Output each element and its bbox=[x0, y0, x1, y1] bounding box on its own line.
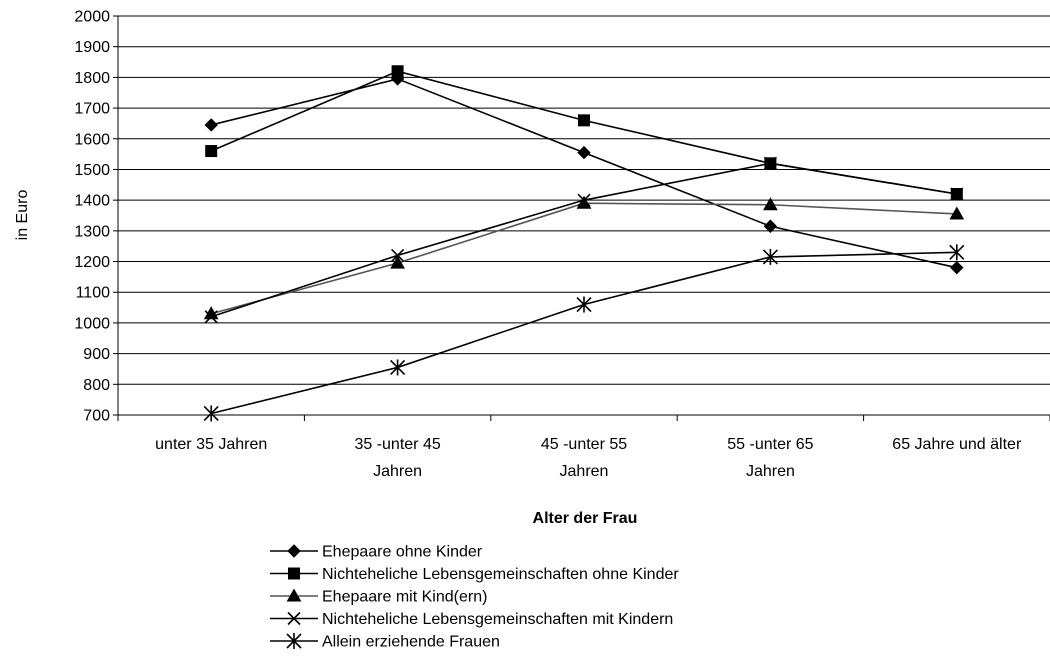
x-tick-label: 45 -unter 55 bbox=[541, 436, 627, 453]
data-point-x bbox=[577, 193, 591, 207]
data-point-triangle bbox=[286, 588, 302, 602]
axis-labels: in Euro Alter der Frau 700 800 900 1000 1100… bbox=[14, 9, 1022, 528]
data-point-triangle bbox=[949, 206, 965, 220]
data-point-diamond bbox=[287, 544, 301, 558]
x-tick-label: Jahren bbox=[560, 463, 609, 480]
series-5 bbox=[203, 244, 965, 422]
data-point-square bbox=[391, 65, 404, 78]
data-point-asterisk bbox=[949, 244, 965, 261]
x-tick-label: 55 -unter 65 bbox=[727, 436, 813, 453]
data-point-x bbox=[391, 248, 405, 262]
legend: Ehepaare ohne Kinder Nichteheliche Lebens… bbox=[270, 544, 679, 651]
y-tick-label: 800 bbox=[83, 377, 110, 394]
series-layer bbox=[203, 65, 965, 422]
y-tick-label: 700 bbox=[83, 408, 110, 425]
data-point-diamond bbox=[950, 260, 964, 275]
legend-label: Ehepaare ohne Kinder bbox=[322, 544, 483, 561]
legend-label: Ehepaare mit Kind(ern) bbox=[322, 589, 487, 606]
x-tick-label: 35 -unter 45 bbox=[354, 436, 440, 453]
y-tick-label: 1300 bbox=[74, 223, 110, 240]
legend-label: Nichteheliche Lebensgemeinschaften ohne … bbox=[322, 566, 679, 583]
series-4 bbox=[204, 156, 964, 324]
y-tick-label: 1400 bbox=[74, 193, 110, 210]
series-line bbox=[211, 251, 957, 415]
y-tick-label: 1000 bbox=[74, 315, 110, 332]
data-point-triangle bbox=[390, 255, 405, 269]
y-tick-label: 1200 bbox=[74, 254, 110, 271]
y-axis-title: in Euro bbox=[14, 190, 31, 241]
series-1 bbox=[204, 72, 964, 275]
legend-item: Ehepaare mit Kind(ern) bbox=[270, 588, 487, 606]
x-tick-label: Jahren bbox=[373, 463, 422, 480]
data-point-x bbox=[204, 310, 218, 324]
series-2 bbox=[205, 65, 963, 201]
x-axis-title: Alter der Frau bbox=[533, 510, 638, 527]
data-point-diamond bbox=[763, 219, 778, 233]
y-tick-label: 1800 bbox=[74, 70, 110, 87]
y-tick-label: 1600 bbox=[74, 131, 110, 148]
axes bbox=[113, 15, 1050, 421]
data-point-triangle bbox=[763, 197, 778, 211]
data-point-square bbox=[578, 114, 590, 127]
legend-item: Allein erziehende Frauen bbox=[270, 633, 500, 651]
gridlines bbox=[118, 15, 1050, 416]
y-tick-label: 1900 bbox=[74, 39, 110, 56]
data-point-asterisk bbox=[762, 248, 778, 265]
series-line bbox=[211, 78, 957, 269]
data-point-x bbox=[763, 156, 777, 170]
y-tick-label: 1700 bbox=[74, 101, 110, 118]
y-tick-label: 2000 bbox=[74, 9, 110, 26]
legend-label: Nichteheliche Lebensgemeinschaften mit K… bbox=[322, 611, 673, 628]
data-point-x bbox=[287, 611, 301, 626]
data-point-diamond bbox=[204, 118, 218, 132]
legend-item: Nichteheliche Lebensgemeinschaften mit K… bbox=[270, 611, 673, 628]
data-point-asterisk bbox=[390, 359, 406, 376]
data-point-asterisk bbox=[203, 405, 219, 422]
series-line bbox=[210, 162, 957, 318]
legend-item: Ehepaare ohne Kinder bbox=[270, 544, 483, 561]
data-point-diamond bbox=[577, 145, 591, 160]
data-point-asterisk bbox=[576, 296, 592, 313]
legend-label: Allein erziehende Frauen bbox=[322, 634, 500, 651]
x-tick-label: Jahren bbox=[746, 463, 795, 480]
x-tick-label: unter 35 Jahren bbox=[155, 436, 267, 453]
data-point-x bbox=[950, 187, 964, 201]
legend-item: Nichteheliche Lebensgemeinschaften ohne … bbox=[270, 566, 679, 583]
x-tick-label: 65 Jahre und älter bbox=[892, 436, 1022, 453]
y-tick-label: 900 bbox=[83, 346, 110, 363]
data-point-square bbox=[288, 567, 300, 580]
y-tick-label: 1100 bbox=[76, 285, 111, 302]
data-point-asterisk bbox=[286, 633, 302, 649]
data-point-square bbox=[205, 145, 218, 158]
y-tick-label: 1500 bbox=[74, 162, 110, 179]
